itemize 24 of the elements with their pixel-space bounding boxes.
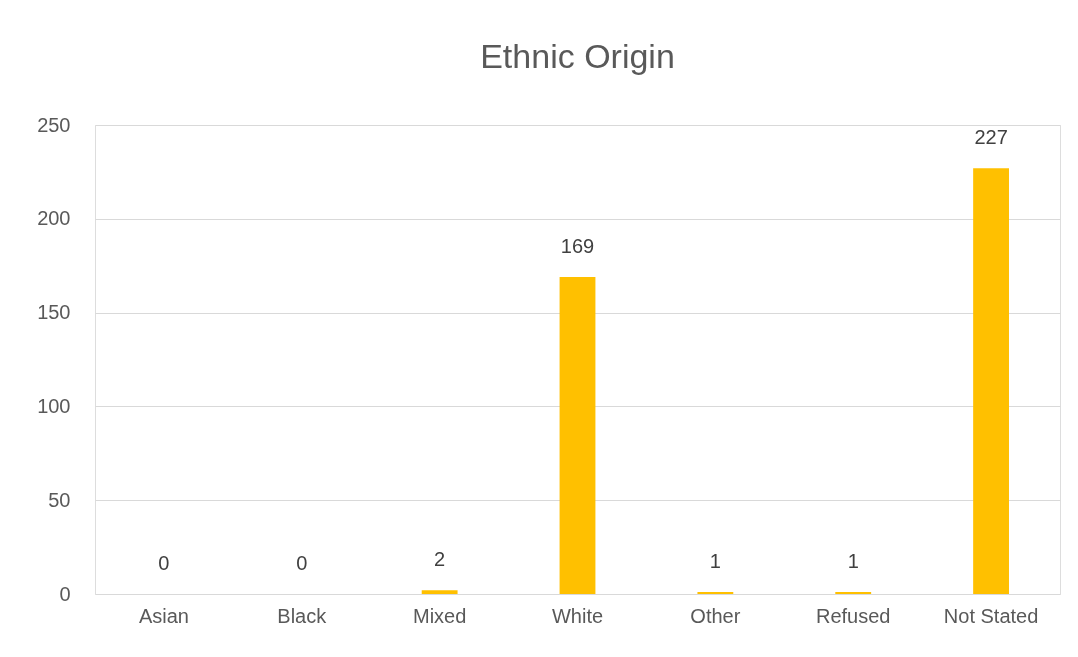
x-tick-label: Refused [815, 604, 891, 627]
data-label: 2 [434, 548, 446, 571]
x-tick-label: White [551, 604, 604, 627]
y-tick-label: 0 [59, 582, 71, 605]
y-tick-label: 150 [37, 301, 71, 324]
x-tick-label: Black [277, 604, 328, 627]
data-label: 227 [974, 126, 1008, 149]
y-tick-label: 100 [37, 394, 71, 417]
y-tick-label: 250 [37, 113, 71, 136]
data-label: 1 [847, 550, 859, 573]
x-tick-label: Asian [138, 604, 189, 627]
chart-title: Ethnic Origin [480, 37, 675, 75]
y-tick-label: 200 [37, 207, 71, 230]
x-tick-label: Not Stated [943, 604, 1039, 627]
bar [559, 276, 596, 594]
x-tick-label: Mixed [412, 604, 467, 627]
data-label: 1 [709, 550, 721, 573]
bar [421, 590, 458, 594]
bar [973, 168, 1009, 594]
data-label: 0 [296, 552, 308, 574]
x-tick-label: Other [690, 604, 741, 627]
data-label: 0 [158, 552, 170, 574]
y-tick-label: 50 [48, 488, 71, 511]
data-label: 169 [560, 234, 595, 257]
